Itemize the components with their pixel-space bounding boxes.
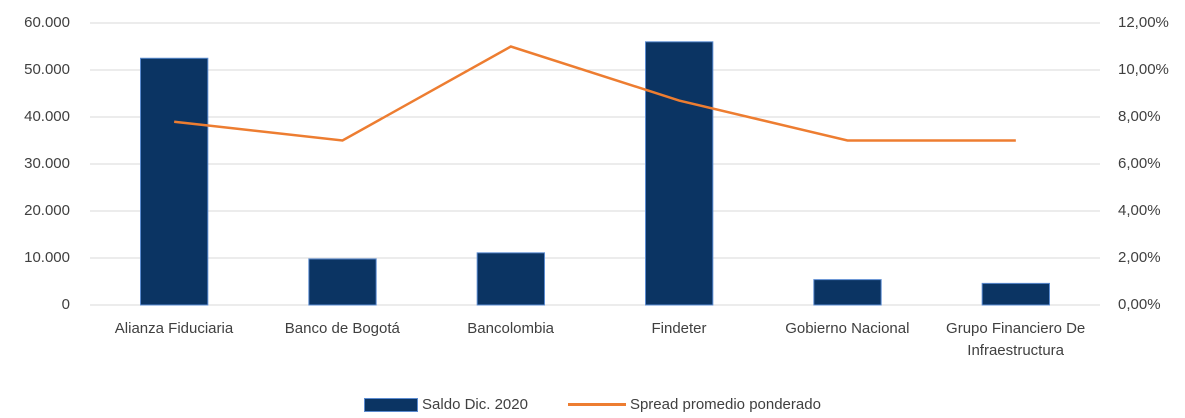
- y-tick-label: 60.000: [24, 14, 70, 31]
- y-tick-label: 50.000: [24, 61, 70, 78]
- y2-tick-label: 4,00%: [1118, 202, 1161, 219]
- x-tick-label: Findeter: [651, 320, 707, 337]
- legend-swatch: [364, 397, 419, 412]
- x-tick-label: Alianza Fiduciaria: [114, 320, 234, 337]
- bar: [308, 258, 377, 306]
- y2-tick-label: 8,00%: [1118, 108, 1161, 125]
- y2-tick-label: 0,00%: [1118, 296, 1161, 313]
- line: [174, 45, 1016, 142]
- x-tick-label: Grupo Financiero De Infraestructura: [946, 320, 1086, 359]
- y-tick-label: 40.000: [24, 108, 70, 125]
- bar: [981, 282, 1051, 306]
- y-tick-label: 10.000: [24, 249, 70, 266]
- x-tick-label: Gobierno Nacional: [785, 320, 910, 337]
- bar: [813, 279, 882, 306]
- legend-label: Spread promedio ponderado: [629, 396, 821, 413]
- y-tick-label: 0: [62, 296, 70, 313]
- bar: [476, 252, 545, 306]
- legend-swatch: [567, 403, 626, 406]
- y-tick-label: 30.000: [24, 155, 70, 172]
- y2-tick-label: 2,00%: [1118, 249, 1161, 266]
- x-tick-label: Bancolombia: [467, 320, 555, 337]
- bar: [140, 57, 209, 306]
- legend-item: Saldo Dic. 2020: [364, 396, 528, 413]
- bar: [645, 41, 714, 306]
- legend-item: Spread promedio ponderado: [567, 396, 821, 413]
- legend-label: Saldo Dic. 2020: [422, 396, 528, 413]
- y2-tick-label: 10,00%: [1118, 61, 1169, 78]
- y-tick-label: 20.000: [24, 202, 70, 219]
- y2-tick-label: 12,00%: [1118, 14, 1169, 31]
- y2-tick-label: 6,00%: [1118, 155, 1161, 172]
- legend: Saldo Dic. 2020 Spread promedio ponderado: [0, 396, 1185, 413]
- x-tick-label: Banco de Bogotá: [284, 320, 400, 337]
